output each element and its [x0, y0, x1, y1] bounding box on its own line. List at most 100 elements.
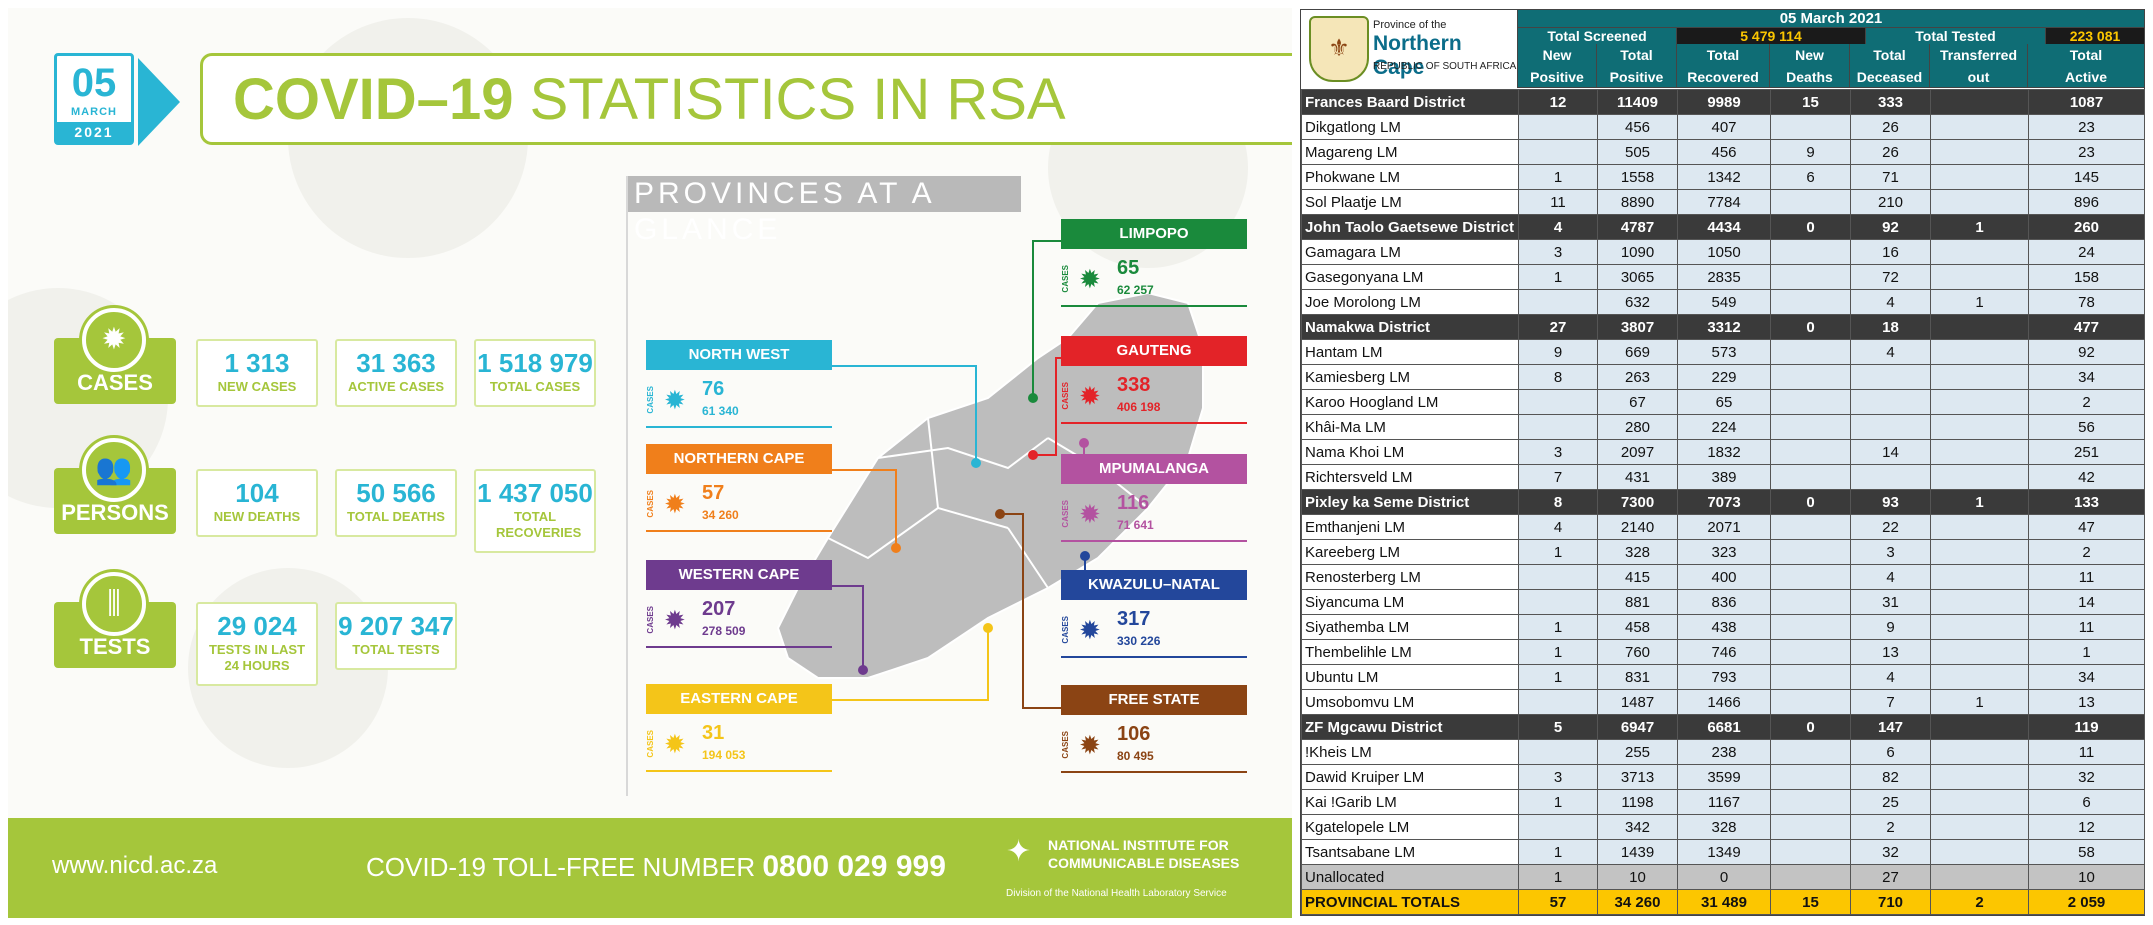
- total-tests-stat: 9 207 347 TOTAL TESTS: [335, 602, 457, 670]
- virus-icon: ✹: [664, 729, 686, 759]
- new-cases-stat: 1 313 NEW CASES: [196, 339, 318, 407]
- table-cell: 9: [1518, 339, 1598, 365]
- table-cell: 238: [1677, 739, 1771, 765]
- table-cell: 1: [1930, 689, 2029, 715]
- table-cell: 632: [1597, 289, 1678, 315]
- table-cell: 72: [1850, 264, 1931, 290]
- cases-tag: CASES: [1061, 265, 1070, 293]
- table-cell: 831: [1597, 664, 1678, 690]
- table-cell: [1850, 414, 1931, 440]
- table-cell: 2: [1930, 889, 2029, 915]
- table-cell: 26: [1850, 139, 1931, 165]
- table-cell: [1930, 114, 2029, 140]
- table-cell: [1770, 264, 1851, 290]
- toll-free-number: COVID-19 TOLL-FREE NUMBER 0800 029 999: [366, 850, 946, 884]
- table-cell: 3: [1518, 439, 1598, 465]
- table-cell: 456: [1597, 114, 1678, 140]
- table-cell: 71: [1850, 164, 1931, 190]
- table-cell: 34: [2028, 664, 2145, 690]
- stat-value: 31 363: [356, 348, 436, 378]
- virus-icon: ✹: [1079, 615, 1101, 645]
- table-cell: 3: [1518, 764, 1598, 790]
- table-cell: 11: [1518, 189, 1598, 215]
- table-cell: 255: [1597, 739, 1678, 765]
- province-of-text: Province of the: [1373, 19, 1447, 31]
- table-cell: 1: [1518, 164, 1598, 190]
- province-new-cases: 65: [1117, 257, 1140, 279]
- row-name-cell: Khâi-Ma LM: [1301, 414, 1519, 440]
- column-header: Total Active: [2028, 44, 2144, 88]
- table-cell: [1930, 714, 2029, 740]
- website-link[interactable]: www.nicd.ac.za: [52, 852, 218, 879]
- table-cell: 2: [2028, 539, 2145, 565]
- stat-value: 50 566: [356, 478, 436, 508]
- province-body: CASES ✹ 76 61 340: [646, 370, 832, 428]
- table-cell: [1518, 414, 1598, 440]
- column-header-line1: Total: [1706, 47, 1740, 63]
- table-cell: 1487: [1597, 689, 1678, 715]
- table-row: Dawid Kruiper LM 3 3713 3599 82 32: [1301, 764, 2145, 790]
- total-tested-label: Total Tested: [1866, 28, 2046, 44]
- table-cell: 2097: [1597, 439, 1678, 465]
- province-total-cases: 71 641: [1117, 518, 1154, 532]
- table-cell: 31 489: [1677, 889, 1771, 915]
- stat-value: 29 024: [217, 611, 297, 641]
- table-cell: 7: [1850, 689, 1931, 715]
- table-cell: 10: [2028, 864, 2145, 890]
- row-name-cell: Thembelihle LM: [1301, 639, 1519, 665]
- table-cell: [1770, 289, 1851, 315]
- table-cell: [1770, 564, 1851, 590]
- district-row: ZF Mgcawu District 5 6947 6681 0 147 119: [1301, 714, 2145, 740]
- stat-value: 9 207 347: [338, 611, 454, 641]
- table-cell: 6: [2028, 789, 2145, 815]
- table-cell: 760: [1597, 639, 1678, 665]
- row-name-cell: John Taolo Gaetsewe District: [1301, 214, 1519, 240]
- table-cell: 323: [1677, 539, 1771, 565]
- table-cell: 342: [1597, 814, 1678, 840]
- table-cell: 280: [1597, 414, 1678, 440]
- table-cell: 16: [1850, 239, 1931, 265]
- table-cell: 0: [1770, 314, 1851, 340]
- table-cell: 26: [1850, 114, 1931, 140]
- table-cell: 1439: [1597, 839, 1678, 865]
- province-name: MPUMALANGA: [1061, 454, 1247, 484]
- table-cell: 5: [1518, 714, 1598, 740]
- table-cell: [1770, 189, 1851, 215]
- cases-tag: CASES: [646, 730, 655, 758]
- table-cell: [1770, 389, 1851, 415]
- title-rest: STATISTICS IN RSA: [529, 67, 1066, 132]
- column-header-line2: Deceased: [1856, 69, 1923, 85]
- province-new-cases: 116: [1117, 492, 1150, 514]
- table-cell: [1930, 439, 2029, 465]
- table-cell: 2 059: [2028, 889, 2145, 915]
- table-cell: 47: [2028, 514, 2145, 540]
- table-row: Richtersveld LM 7 431 389 42: [1301, 464, 2145, 490]
- table-cell: 438: [1677, 614, 1771, 640]
- table-cell: 92: [1850, 214, 1931, 240]
- table-cell: 3807: [1597, 314, 1678, 340]
- table-cell: [1770, 614, 1851, 640]
- table-cell: 32: [2028, 764, 2145, 790]
- province-name: GAUTENG: [1061, 336, 1247, 366]
- title-bold: COVID–19: [233, 67, 514, 132]
- province-card-eastern-cape: EASTERN CAPE CASES ✹ 31 194 053: [646, 684, 832, 772]
- row-name-cell: Frances Baard District: [1301, 89, 1519, 115]
- table-cell: 1349: [1677, 839, 1771, 865]
- date-year: 2021: [57, 122, 131, 142]
- table-cell: 23: [2028, 114, 2145, 140]
- table-cell: 32: [1850, 839, 1931, 865]
- row-name-cell: Umsobomvu LM: [1301, 689, 1519, 715]
- table-cell: 42: [2028, 464, 2145, 490]
- province-body: CASES ✹ 338 406 198: [1061, 366, 1247, 424]
- table-cell: [1930, 189, 2029, 215]
- row-name-cell: Dikgatlong LM: [1301, 114, 1519, 140]
- column-header-line2: Active: [2064, 69, 2108, 85]
- table-cell: 4434: [1677, 214, 1771, 240]
- table-cell: 407: [1677, 114, 1771, 140]
- table-cell: [1518, 389, 1598, 415]
- coat-of-arms-icon: ⚜: [1309, 16, 1369, 82]
- table-cell: [1518, 289, 1598, 315]
- table-cell: 1: [1518, 539, 1598, 565]
- tests-24h-stat: 29 024 TESTS IN LAST 24 HOURS: [196, 602, 318, 686]
- new-deaths-stat: 104 NEW DEATHS: [196, 469, 318, 537]
